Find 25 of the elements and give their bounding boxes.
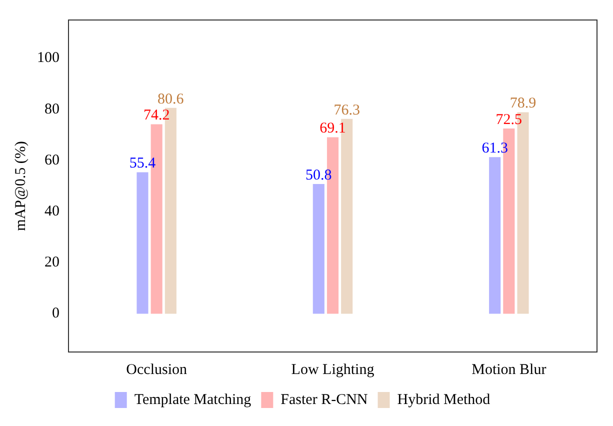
y-tick-label: 80	[44, 101, 60, 118]
data-label: 61.3	[482, 140, 508, 157]
data-label: 80.6	[158, 91, 184, 108]
legend-label: Hybrid Method	[397, 392, 491, 408]
x-tick-label: Occlusion	[126, 362, 188, 378]
y-tick-label: 40	[44, 203, 60, 220]
y-tick-label: 0	[52, 306, 60, 322]
y-axis-title: mAP@0.5 (%)	[12, 141, 29, 231]
data-label: 76.3	[334, 102, 360, 118]
data-label: 55.4	[129, 156, 156, 172]
legend-label: Template Matching	[134, 392, 252, 408]
data-label: 72.5	[496, 112, 522, 128]
bar	[312, 184, 324, 314]
data-label: 78.9	[510, 96, 536, 112]
y-tick-label: 100	[37, 50, 60, 66]
y-tick-label: 20	[44, 254, 60, 271]
data-label: 50.8	[306, 167, 332, 184]
y-tick-label: 60	[44, 152, 60, 168]
bar	[136, 172, 148, 314]
data-label: 69.1	[320, 120, 346, 137]
data-label: 74.2	[143, 108, 170, 124]
x-tick-label: Low Lighting	[291, 362, 375, 378]
x-tick-label: Motion Blur	[472, 362, 546, 378]
bar	[489, 157, 501, 314]
legend-label: Faster R-CNN	[280, 392, 368, 408]
